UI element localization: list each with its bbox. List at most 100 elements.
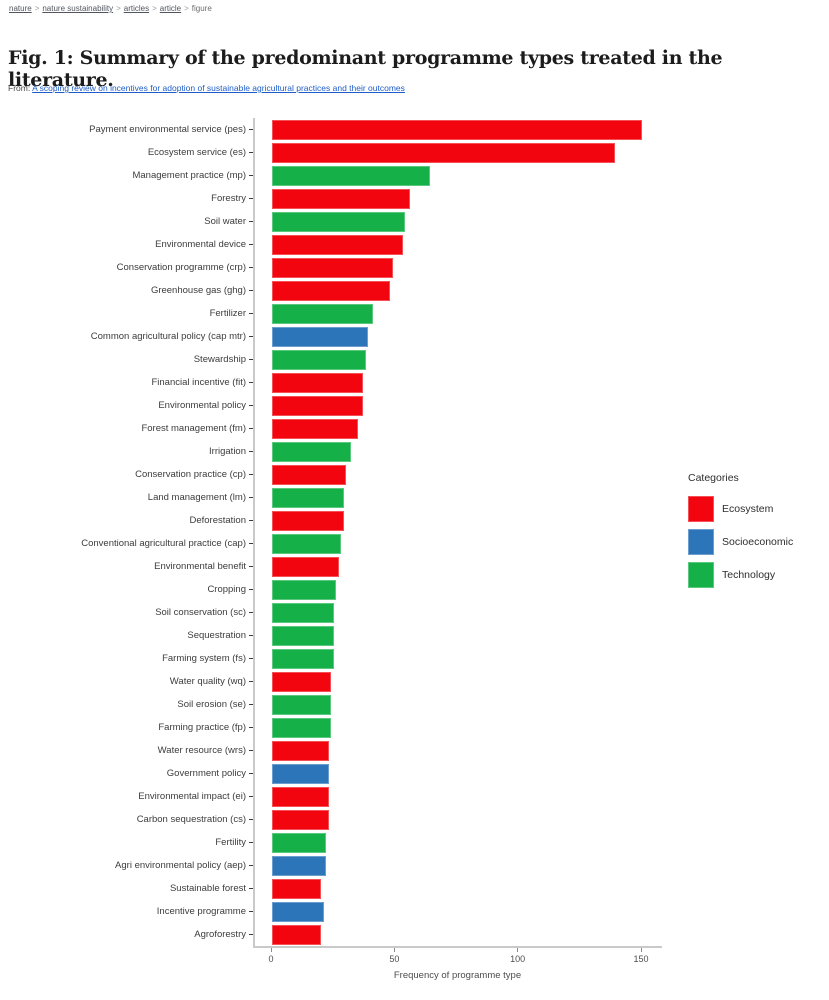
y-axis-label: Environmental benefit <box>154 561 246 572</box>
y-tick-mark <box>249 405 253 406</box>
breadcrumb-current: figure <box>191 4 212 13</box>
bar-row: Forestry <box>0 187 829 210</box>
legend-item: Ecosystem <box>688 496 793 522</box>
x-axis-title: Frequency of programme type <box>393 970 522 981</box>
y-tick-mark <box>249 773 253 774</box>
legend-swatch <box>688 529 714 555</box>
bar-row: Water resource (wrs) <box>0 739 829 762</box>
y-tick-mark <box>249 497 253 498</box>
bar-row: Farming system (fs) <box>0 647 829 670</box>
bar-row: Soil conservation (sc) <box>0 601 829 624</box>
y-tick-mark <box>249 589 253 590</box>
y-axis-label: Soil water <box>204 216 246 227</box>
y-tick-mark <box>249 428 253 429</box>
breadcrumb-separator: > <box>116 4 121 13</box>
bar <box>272 556 339 577</box>
legend-item: Socioeconomic <box>688 529 793 555</box>
x-tick-label: 150 <box>633 954 649 964</box>
bar <box>272 533 342 554</box>
legend-label: Ecosystem <box>722 503 774 515</box>
bar-row: Sustainable forest <box>0 877 829 900</box>
y-tick-mark <box>249 290 253 291</box>
y-tick-mark <box>249 658 253 659</box>
x-tick-label: 50 <box>389 954 400 964</box>
bar <box>272 671 332 692</box>
bar-row: Environmental device <box>0 233 829 256</box>
breadcrumb-link[interactable]: nature sustainability <box>42 4 114 13</box>
y-tick-mark <box>249 704 253 705</box>
y-tick-mark <box>249 888 253 889</box>
bar <box>272 119 643 140</box>
x-tick-mark <box>270 948 272 952</box>
bar <box>272 464 346 485</box>
legend-swatch <box>688 496 714 522</box>
legend-items: Ecosystem Socioeconomic Technology <box>688 496 793 588</box>
y-tick-mark <box>249 129 253 130</box>
bar <box>272 786 329 807</box>
y-axis-label: Water quality (wq) <box>169 676 246 687</box>
legend: Categories Ecosystem Socioeconomic Technol… <box>688 472 793 595</box>
y-tick-mark <box>249 336 253 337</box>
breadcrumb-separator: > <box>184 4 189 13</box>
y-tick-mark <box>249 681 253 682</box>
breadcrumb-separator: > <box>34 4 40 13</box>
y-tick-mark <box>249 359 253 360</box>
y-tick-mark <box>249 244 253 245</box>
bar <box>272 510 344 531</box>
y-axis-label: Payment environmental service (pes) <box>89 124 246 135</box>
y-tick-mark <box>249 727 253 728</box>
breadcrumb-link[interactable]: nature <box>9 4 32 13</box>
y-tick-mark <box>249 750 253 751</box>
bar <box>272 257 393 278</box>
breadcrumb-link[interactable]: articles <box>123 4 150 13</box>
bar <box>272 349 366 370</box>
source-article-link[interactable]: A scoping review on incentives for adopt… <box>32 83 405 93</box>
y-axis-label: Management practice (mp) <box>132 170 246 181</box>
y-axis-label: Cropping <box>207 584 246 595</box>
bar <box>272 717 332 738</box>
y-tick-mark <box>249 635 253 636</box>
bar <box>272 372 364 393</box>
bar <box>272 878 322 899</box>
bar <box>272 395 364 416</box>
bar <box>272 142 615 163</box>
plot-area: Payment environmental service (pes) Ecosy… <box>0 118 829 946</box>
y-axis-label: Conservation practice (cp) <box>135 469 246 480</box>
y-axis-label: Water resource (wrs) <box>157 745 246 756</box>
y-axis-label: Environmental policy <box>158 400 246 411</box>
y-tick-mark <box>249 566 253 567</box>
page-title: Fig. 1: Summary of the predominant progr… <box>8 46 723 91</box>
bar-row: Environmental impact (ei) <box>0 785 829 808</box>
legend-label: Socioeconomic <box>722 536 794 548</box>
bar-row: Deforestation <box>0 509 829 532</box>
breadcrumb: nature > nature sustainability > articles > ar… <box>8 4 213 13</box>
y-tick-mark <box>249 198 253 199</box>
y-axis-label: Fertility <box>215 837 246 848</box>
y-tick-mark <box>249 543 253 544</box>
y-tick-mark <box>249 796 253 797</box>
bar <box>272 303 374 324</box>
bar-row: Ecosystem service (es) <box>0 141 829 164</box>
y-axis-label: Agroforestry <box>194 929 246 940</box>
bar <box>272 211 406 232</box>
bar-row: Water quality (wq) <box>0 670 829 693</box>
bar <box>272 579 337 600</box>
bar <box>272 165 430 186</box>
x-tick-label: 100 <box>510 954 526 964</box>
bar <box>272 418 359 439</box>
breadcrumb-link[interactable]: article <box>159 4 182 13</box>
y-tick-mark <box>249 267 253 268</box>
bar <box>272 602 334 623</box>
bar-row: Payment environmental service (pes) <box>0 118 829 141</box>
source-line: From: A scoping review on incentives for… <box>8 83 405 93</box>
y-axis-label: Carbon sequestration (cs) <box>136 814 246 825</box>
y-tick-mark <box>249 382 253 383</box>
y-axis-label: Sequestration <box>187 630 246 641</box>
y-tick-mark <box>249 313 253 314</box>
bar-row: Stewardship <box>0 348 829 371</box>
bar <box>272 188 411 209</box>
bar <box>272 809 329 830</box>
y-tick-mark <box>249 175 253 176</box>
bar <box>272 487 344 508</box>
